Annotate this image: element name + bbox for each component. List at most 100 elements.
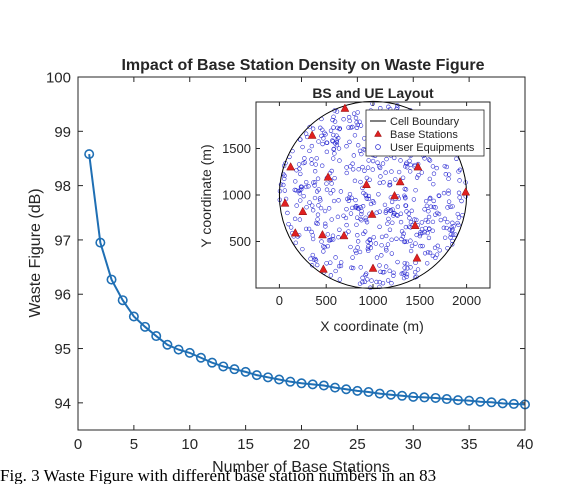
user-equipment-point — [331, 156, 336, 161]
user-equipment-point — [450, 204, 455, 209]
data-point — [352, 385, 363, 396]
user-equipment-point — [403, 224, 409, 230]
user-equipment-point — [350, 265, 356, 271]
legend-box — [365, 109, 485, 157]
data-point — [195, 352, 206, 363]
data-point — [262, 372, 273, 383]
base-station-marker — [307, 130, 317, 139]
user-equipment-point — [391, 270, 396, 275]
user-equipment-point — [296, 162, 302, 167]
user-equipment-point — [354, 125, 360, 130]
user-equipment-point — [413, 188, 418, 193]
user-equipment-point — [438, 217, 443, 223]
user-equipment-point — [385, 207, 390, 212]
user-equipment-point — [418, 243, 423, 249]
user-equipment-point — [359, 151, 364, 157]
user-equipment-point — [401, 275, 407, 281]
user-equipment-point — [310, 208, 316, 213]
user-equipment-point — [385, 221, 390, 226]
user-equipment-point — [389, 169, 394, 174]
base-station-marker — [412, 253, 422, 262]
user-equipment-point — [425, 230, 430, 236]
user-equipment-point — [355, 122, 360, 128]
inset-chart: BS and UE Layout 500 1000 1500 0 500 1000 150… — [198, 85, 491, 334]
main-x-tick-label: 0 — [74, 436, 82, 453]
user-equipment-point — [328, 128, 334, 133]
user-equipment-point — [307, 200, 312, 205]
user-equipment-point — [457, 178, 462, 183]
user-equipment-point — [339, 260, 344, 265]
user-equipment-point — [315, 212, 321, 217]
data-point — [441, 394, 452, 405]
user-equipment-point — [350, 167, 356, 172]
user-equipment-point — [316, 203, 321, 208]
main-x-tick-label: 20 — [293, 436, 310, 453]
data-point — [452, 395, 463, 406]
user-equipment-point — [311, 257, 317, 263]
base-station-marker — [290, 228, 300, 237]
user-equipment-point — [352, 133, 358, 138]
user-equipment-point — [348, 244, 353, 250]
base-station-marker — [413, 162, 423, 171]
user-equipment-point — [356, 167, 361, 172]
user-equipment-point — [355, 239, 361, 244]
user-equipment-point — [365, 165, 371, 170]
user-equipment-point — [349, 195, 354, 201]
user-equipment-point — [424, 203, 430, 209]
user-equipment-point — [360, 275, 365, 281]
user-equipment-point — [341, 117, 346, 122]
user-equipment-point — [307, 148, 312, 154]
user-equipment-point — [358, 179, 363, 185]
user-equipment-point — [427, 158, 433, 163]
inset-plot-box — [255, 101, 491, 289]
data-point — [151, 331, 162, 342]
user-equipment-point — [436, 193, 442, 199]
user-equipment-point — [418, 231, 423, 237]
user-equipment-point — [433, 205, 438, 210]
user-equipment-point — [399, 271, 404, 276]
user-equipment-point — [363, 192, 368, 197]
user-equipment-point — [423, 198, 429, 204]
user-equipment-point — [431, 198, 436, 204]
user-equipment-point — [346, 195, 352, 200]
user-equipment-point — [341, 213, 346, 218]
inset-x-ticks: 0 500 1000 1500 2000 — [276, 102, 481, 308]
inset-x-tick-label: 500 — [315, 293, 337, 308]
data-point — [374, 388, 385, 399]
base-station-markers — [280, 103, 471, 273]
user-equipment-point — [320, 127, 325, 132]
user-equipment-point — [427, 176, 433, 182]
user-equipment-point — [402, 260, 407, 266]
user-equipment-point — [336, 146, 342, 151]
user-equipment-point — [313, 256, 318, 262]
user-equipment-point — [357, 249, 363, 255]
user-equipment-point — [322, 208, 328, 214]
user-equipment-point — [402, 239, 408, 244]
user-equipment-point — [367, 177, 372, 182]
user-equipment-point — [406, 211, 411, 216]
user-equipment-point — [428, 204, 434, 209]
user-equipment-point — [408, 248, 414, 254]
user-equipment-point — [312, 195, 318, 201]
user-equipment-point — [457, 195, 462, 200]
main-y-ticks: 94 95 96 97 98 99 100 — [46, 70, 525, 412]
user-equipment-point — [377, 263, 382, 268]
user-equipment-point — [427, 226, 432, 232]
user-equipment-point — [358, 123, 364, 128]
user-equipment-point — [363, 272, 368, 278]
user-equipment-point — [394, 236, 399, 241]
base-station-marker — [286, 162, 296, 171]
user-equipment-point — [406, 224, 412, 229]
user-equipment-point — [315, 262, 320, 268]
user-equipment-point — [331, 132, 336, 138]
user-equipment-point — [328, 191, 333, 196]
user-equipment-point — [336, 135, 341, 141]
user-equipment-point — [379, 234, 385, 240]
user-equipment-point — [346, 229, 351, 234]
user-equipment-point — [416, 172, 421, 178]
user-equipment-point — [395, 213, 400, 218]
user-equipment-point — [403, 203, 408, 208]
data-point — [419, 392, 430, 403]
user-equipment-point — [426, 235, 432, 241]
user-equipment-point — [387, 227, 393, 232]
